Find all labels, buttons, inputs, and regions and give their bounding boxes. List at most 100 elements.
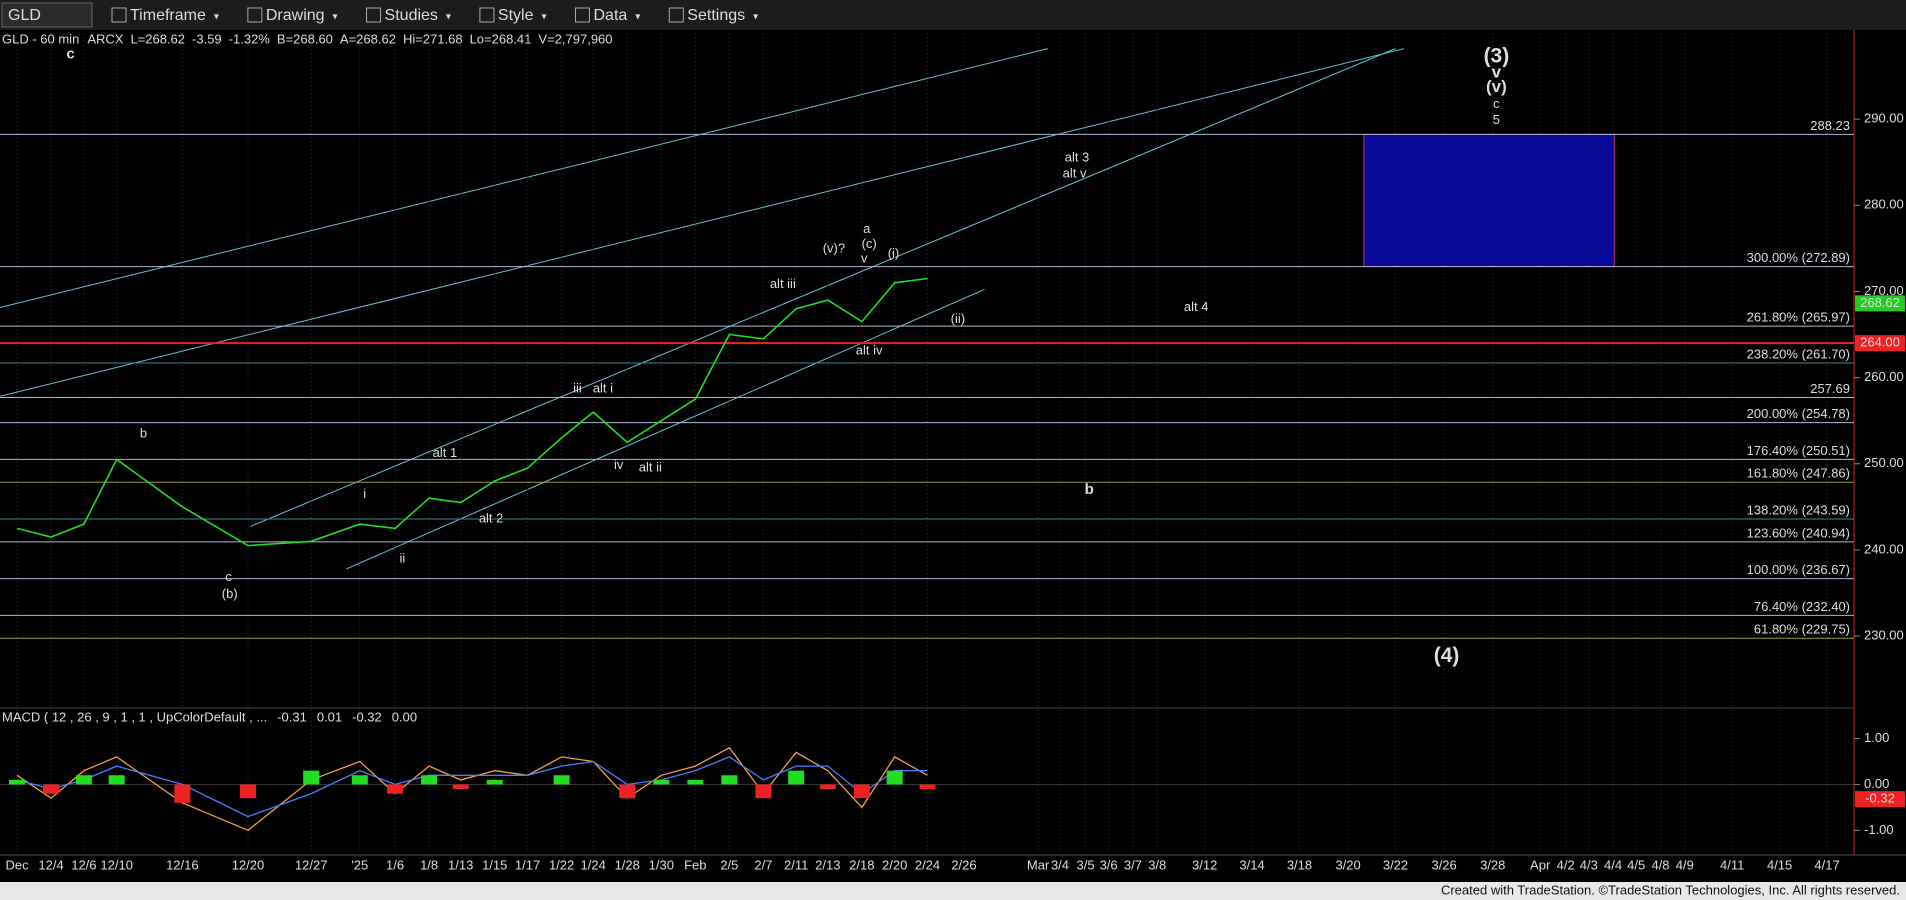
macd-readout: -0.32 <box>352 709 382 724</box>
x-tick-label: 4/9 <box>1676 857 1694 872</box>
header-field: -3.59 <box>192 31 222 46</box>
wave-label: (ii) <box>951 311 965 326</box>
x-tick-label: 1/15 <box>482 857 507 872</box>
level-label: 288.23 <box>1810 118 1850 133</box>
macd-histogram-bar <box>653 779 670 785</box>
wave-label: (b) <box>222 586 238 601</box>
wave-label: i <box>363 486 366 501</box>
level-tag <box>1855 335 1905 352</box>
wave-label: (i) <box>888 245 900 260</box>
x-tick-label: 3/6 <box>1100 857 1118 872</box>
x-tick-label: 1/22 <box>549 857 574 872</box>
x-tick-label: '25 <box>351 857 368 872</box>
x-tick-label: 2/20 <box>882 857 907 872</box>
macd-histogram-bar <box>919 784 936 790</box>
wave-label: alt 2 <box>479 510 504 525</box>
x-tick-label: 1/17 <box>515 857 540 872</box>
header-field: V=2,797,960 <box>538 31 612 46</box>
wave-label: alt 4 <box>1184 299 1209 314</box>
toolbar-button[interactable]: Style <box>498 7 534 24</box>
toolbar-icon <box>479 7 495 23</box>
wave-label: alt ii <box>639 459 662 474</box>
macd-histogram-bar <box>886 770 903 785</box>
wave-label: iii <box>573 380 582 395</box>
toolbar-button[interactable]: Drawing <box>266 7 325 24</box>
y-tick-label: 250.00 <box>1864 455 1904 470</box>
level-label: 300.00% (272.89) <box>1747 250 1850 265</box>
toolbar-icon <box>247 7 263 23</box>
macd-title: MACD ( 12 , 26 , 9 , 1 , 1 , UpColorDefa… <box>2 709 267 724</box>
x-tick-label: 12/27 <box>295 857 328 872</box>
wave-label: alt 1 <box>433 445 458 460</box>
x-tick-label: 4/2 <box>1557 857 1575 872</box>
footer-band <box>0 882 1906 900</box>
toolbar-items: GLD Timeframe ▾ Drawing ▾ Studies ▾ Style ▾ Data… <box>1 2 758 28</box>
last-price-label: 268.62 <box>1860 295 1900 310</box>
x-tick-label: 3/8 <box>1148 857 1166 872</box>
macd-histogram-bar <box>239 784 256 799</box>
level-label: 257.69 <box>1810 381 1850 396</box>
symbol[interactable]: GLD <box>8 7 41 24</box>
price-line <box>16 277 928 547</box>
trend-line <box>0 48 1405 397</box>
wave-label: alt i <box>593 380 613 395</box>
x-tick-label: Mar <box>1027 857 1050 872</box>
macd-histogram-bar <box>351 775 368 785</box>
x-tick-label: 4/8 <box>1651 857 1669 872</box>
y-tick-label: 240.00 <box>1864 541 1904 556</box>
symbol-box[interactable] <box>1 2 93 28</box>
wave-label: (4) <box>1434 644 1460 667</box>
macd-y-tick-label: 0.00 <box>1864 776 1889 791</box>
dropdown-arrow: ▾ <box>333 12 338 23</box>
toolbar-button[interactable]: Data <box>594 7 628 24</box>
header-field: B=268.60 <box>277 31 333 46</box>
trend-line <box>0 48 1048 308</box>
x-tick-label: 1/6 <box>386 857 404 872</box>
x-tick-label: 3/26 <box>1431 857 1456 872</box>
macd-histogram-bar <box>387 784 404 794</box>
level-label: 100.00% (236.67) <box>1747 562 1850 577</box>
level-label: 200.00% (254.78) <box>1747 406 1850 421</box>
x-tick-label: Dec <box>5 857 29 872</box>
x-tick-label: 1/28 <box>615 857 640 872</box>
dropdown-arrow: ▾ <box>753 12 758 23</box>
x-tick-label: Apr <box>1530 857 1551 872</box>
level-label: 61.80% (229.75) <box>1754 622 1850 637</box>
x-tick-label: 3/28 <box>1480 857 1505 872</box>
x-tick-label: 1/24 <box>581 857 606 872</box>
dropdown-arrow: ▾ <box>214 12 219 23</box>
x-tick-label: 4/4 <box>1604 857 1622 872</box>
x-tick-label: 12/16 <box>166 857 199 872</box>
level-label: 76.40% (232.40) <box>1754 599 1850 614</box>
x-tick-label: 4/15 <box>1767 857 1792 872</box>
header-field: ARCX <box>87 31 123 46</box>
target-box <box>1363 133 1615 268</box>
y-tick-label: 280.00 <box>1864 197 1904 212</box>
wave-label: b <box>140 425 147 440</box>
x-tick-label: 2/26 <box>951 857 976 872</box>
x-tick-label: 3/22 <box>1383 857 1408 872</box>
x-tick-label: 2/13 <box>815 857 840 872</box>
level-label: 123.60% (240.94) <box>1747 525 1850 540</box>
wave-label: c <box>66 46 74 63</box>
macd-y-tick-label: 1.00 <box>1864 730 1889 745</box>
toolbar-button[interactable]: Studies <box>385 7 438 24</box>
toolbar-button[interactable]: Settings <box>687 7 745 24</box>
x-tick-label: 3/12 <box>1192 857 1217 872</box>
macd-last-label: -0.32 <box>1865 791 1895 806</box>
wave-label: v <box>1492 62 1502 81</box>
x-tick-label: 4/17 <box>1814 857 1839 872</box>
trend-line <box>346 288 985 570</box>
macd-histogram-bar <box>174 784 191 803</box>
x-tick-label: 12/4 <box>38 857 63 872</box>
level-label: 261.80% (265.97) <box>1747 310 1850 325</box>
wave-label: (3) <box>1484 45 1510 68</box>
x-tick-label: 3/18 <box>1287 857 1312 872</box>
x-tick-label: 1/8 <box>420 857 438 872</box>
header-field: GLD - 60 min <box>2 31 79 46</box>
wave-label: (v) <box>1486 77 1507 96</box>
x-tick-label: 4/5 <box>1627 857 1645 872</box>
x-tick-label: Feb <box>684 857 706 872</box>
toolbar-button[interactable]: Timeframe <box>130 7 206 24</box>
x-tick-label: 3/7 <box>1124 857 1142 872</box>
